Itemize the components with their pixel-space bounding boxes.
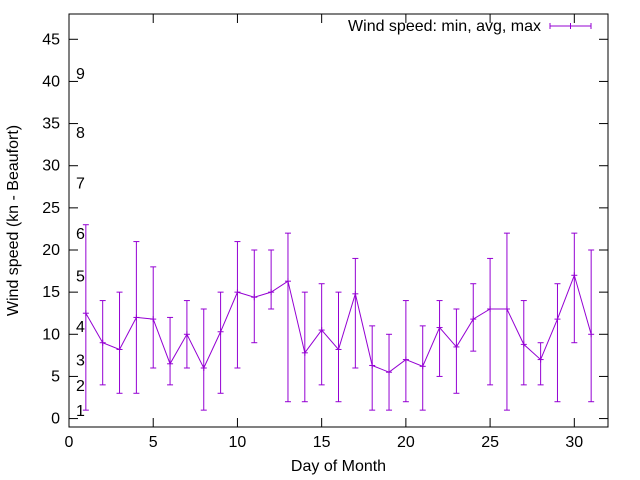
- x-tick-label: 30: [565, 434, 583, 451]
- beaufort-label: 2: [76, 378, 85, 395]
- beaufort-label: 3: [76, 353, 85, 370]
- y-tick-label: 35: [42, 116, 60, 133]
- y-tick-label: 10: [42, 326, 60, 343]
- y-tick-label: 25: [42, 200, 60, 217]
- x-tick-label: 25: [481, 434, 499, 451]
- y-tick-label: 15: [42, 284, 60, 301]
- x-tick-label: 5: [149, 434, 158, 451]
- series-layer: [82, 224, 595, 411]
- beaufort-label: 5: [76, 268, 85, 285]
- y-tick-label: 40: [42, 73, 60, 90]
- x-axis-title: Day of Month: [291, 458, 386, 475]
- y-tick-label: 30: [42, 158, 60, 175]
- x-axis-ticks: 0 5 10 15 20 25 30: [65, 14, 583, 451]
- y-tick-label: 20: [42, 242, 60, 259]
- y-tick-label: 0: [51, 411, 60, 428]
- y-tick-label: 45: [42, 31, 60, 48]
- beaufort-label: 8: [76, 125, 85, 142]
- x-tick-label: 15: [313, 434, 331, 451]
- legend-key: [549, 23, 592, 29]
- legend-label: Wind speed: min, avg, max: [348, 18, 541, 35]
- beaufort-label: 6: [76, 226, 85, 243]
- beaufort-label: 7: [76, 176, 85, 193]
- x-tick-label: 10: [229, 434, 247, 451]
- beaufort-label: 1: [76, 403, 85, 420]
- beaufort-label: 9: [76, 66, 85, 83]
- x-tick-label: 0: [65, 434, 74, 451]
- beaufort-annotations: 1 2 3 4 5 6 7 8 9: [76, 66, 85, 420]
- x-tick-label: 20: [397, 434, 415, 451]
- y-tick-label: 5: [51, 368, 60, 385]
- legend: Wind speed: min, avg, max: [348, 18, 592, 35]
- beaufort-label: 4: [76, 319, 85, 336]
- y-axis-title: Wind speed (kn - Beaufort): [5, 125, 22, 316]
- plot-frame: [68, 13, 609, 428]
